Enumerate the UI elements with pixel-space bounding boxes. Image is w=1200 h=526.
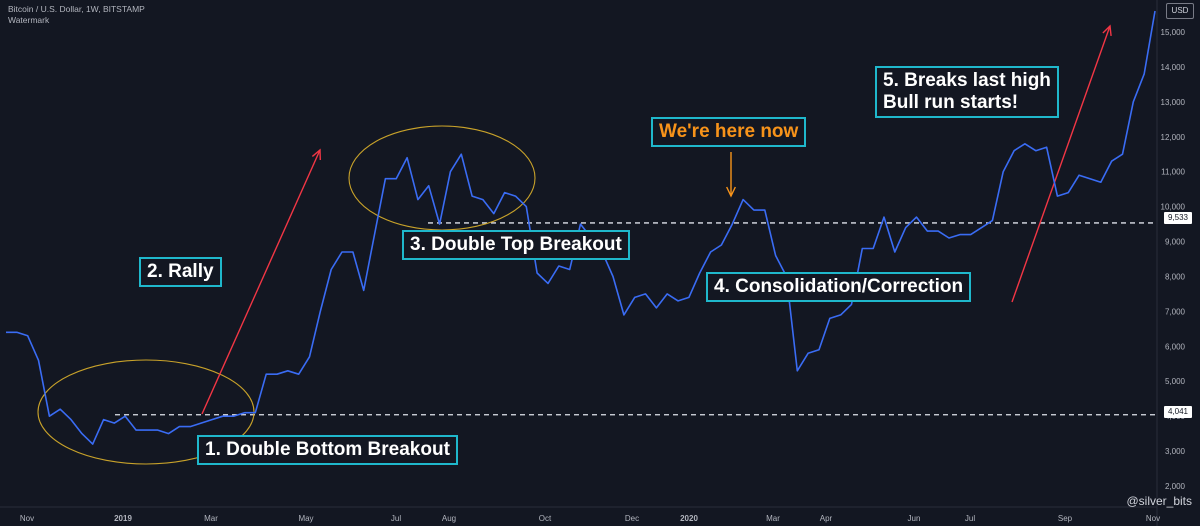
y-tick-label: 11,000 <box>1161 168 1185 177</box>
consolidation-label: 4. Consolidation/Correction <box>706 272 972 302</box>
double-bottom-label: 1. Double Bottom Breakout <box>197 435 458 465</box>
x-tick-label: Mar <box>766 514 780 523</box>
y-tick-label: 5,000 <box>1165 377 1186 386</box>
x-tick-label: 2019 <box>114 514 132 523</box>
breaks-high-label: 5. Breaks last high Bull run starts! <box>875 66 1059 118</box>
x-tick-label: Mar <box>204 514 218 523</box>
double-top-label: 3. Double Top Breakout <box>402 230 630 260</box>
x-tick-label: Nov <box>20 514 34 523</box>
rally-arrow-head <box>311 148 321 161</box>
bull-run-line2: Bull run starts! <box>883 92 1019 113</box>
here-now-label: We're here now <box>651 117 807 147</box>
y-tick-label: 6,000 <box>1165 342 1186 351</box>
y-tick-label: 12,000 <box>1161 133 1186 142</box>
rally-arrow-shaft <box>201 149 321 415</box>
x-tick-label: Apr <box>820 514 833 523</box>
y-tick-label: 13,000 <box>1161 98 1186 107</box>
author-credit: @silver_bits <box>1126 494 1192 508</box>
level-tag-upper: 9,533 <box>1164 212 1192 224</box>
y-tick-label: 14,000 <box>1161 63 1186 72</box>
x-tick-label: Nov <box>1146 514 1160 523</box>
y-tick-label: 7,000 <box>1165 307 1186 316</box>
x-tick-label: 2020 <box>680 514 698 523</box>
y-tick-label: 3,000 <box>1165 447 1186 456</box>
y-tick-label: 9,000 <box>1165 238 1186 247</box>
btc-price-line <box>6 10 1156 445</box>
y-tick-label: 10,000 <box>1161 203 1186 212</box>
here-now-arrow-head <box>726 186 736 198</box>
y-tick-label: 2,000 <box>1165 482 1186 491</box>
symbol-title: Bitcoin / U.S. Dollar, 1W, BITSTAMP <box>8 4 145 14</box>
x-tick-label: May <box>298 514 313 523</box>
currency-badge[interactable]: USD <box>1166 3 1194 19</box>
y-tick-label: 15,000 <box>1161 28 1186 37</box>
x-tick-label: Jul <box>391 514 401 523</box>
watermark-label: Watermark <box>8 15 50 25</box>
x-tick-label: Aug <box>442 514 456 523</box>
x-tick-label: Sep <box>1058 514 1073 523</box>
x-tick-label: Jul <box>965 514 975 523</box>
bull-run-arrow-shaft <box>1011 25 1111 303</box>
bull-run-arrow-head <box>1102 24 1112 37</box>
level-tag-lower: 4,041 <box>1164 406 1192 418</box>
x-tick-label: Oct <box>539 514 552 523</box>
x-tick-label: Jun <box>908 514 921 523</box>
y-tick-label: 8,000 <box>1165 272 1186 281</box>
rally-label: 2. Rally <box>139 257 222 287</box>
breaks-high-line1: 5. Breaks last high <box>883 70 1051 91</box>
x-tick-label: Dec <box>625 514 639 523</box>
